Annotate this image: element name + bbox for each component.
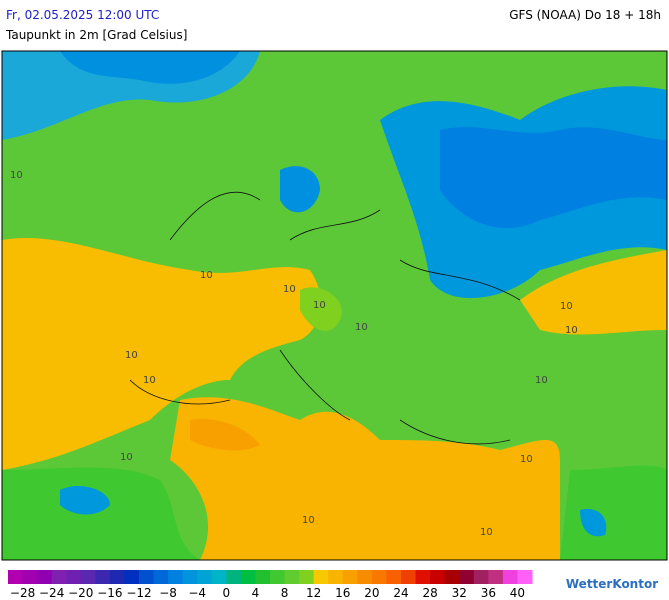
contour-label: 10 — [302, 515, 315, 526]
colorbar-swatch — [8, 570, 24, 584]
colorbar-swatch — [313, 570, 329, 584]
colorbar: −28 −24 −20 −16 −12 −8 −4 0 4 8 12 16 20 24 28 32 36 40 — [8, 570, 533, 600]
colorbar-swatch — [386, 570, 402, 584]
colorbar-swatch — [139, 570, 155, 584]
colorbar-swatch — [473, 570, 489, 584]
colorbar-tick-label: 36 — [481, 586, 496, 600]
colorbar-swatch — [211, 570, 227, 584]
colorbar-swatch — [430, 570, 446, 584]
contour-label: 10 — [355, 322, 368, 333]
colorbar-tick-label: 32 — [452, 586, 467, 600]
contour-label: 10 — [10, 170, 23, 181]
colorbar-tick-label: 12 — [306, 586, 321, 600]
colorbar-tick-label: 24 — [393, 586, 408, 600]
contour-label: 10 — [125, 350, 138, 361]
colorbar-tick-label: 16 — [335, 586, 350, 600]
colorbar-swatch — [51, 570, 67, 584]
contour-label: 10 — [200, 270, 213, 281]
colorbar-swatch — [270, 570, 286, 584]
colorbar-swatch — [444, 570, 460, 584]
colorbar-tick-label: 0 — [223, 586, 231, 600]
colorbar-tick-label: 8 — [281, 586, 289, 600]
colorbar-swatch — [197, 570, 213, 584]
colorbar-tick-label: −24 — [39, 586, 64, 600]
colorbar-swatch — [22, 570, 38, 584]
map: 10 10 10 10 10 10 10 10 10 10 10 10 10 1… — [1, 50, 668, 561]
logo: WetterKontor — [566, 577, 658, 591]
colorbar-swatch — [66, 570, 82, 584]
colorbar-swatch — [415, 570, 431, 584]
contour-label: 10 — [143, 375, 156, 386]
colorbar-swatch — [371, 570, 387, 584]
colorbar-swatch — [124, 570, 140, 584]
colorbar-swatch — [502, 570, 518, 584]
contour-label: 10 — [520, 454, 533, 465]
contour-label: 10 — [313, 300, 326, 311]
colorbar-swatch — [342, 570, 358, 584]
colorbar-tick-label: 20 — [364, 586, 379, 600]
colorbar-swatch — [168, 570, 184, 584]
colorbar-tick-label: −16 — [97, 586, 122, 600]
colorbar-swatch — [328, 570, 344, 584]
colorbar-swatch — [153, 570, 169, 584]
contour-label: 10 — [480, 527, 493, 538]
colorbar-tick-label: −12 — [126, 586, 151, 600]
colorbar-tick-label: −28 — [10, 586, 35, 600]
model-info: GFS (NOAA) Do 18 + 18h — [509, 8, 661, 22]
contour-label: 10 — [565, 325, 578, 336]
colorbar-swatch — [240, 570, 256, 584]
colorbar-tick-label: 28 — [422, 586, 437, 600]
map-frame — [1, 50, 668, 561]
contour-label: 10 — [535, 375, 548, 386]
colorbar-swatch — [357, 570, 373, 584]
colorbar-swatch — [95, 570, 111, 584]
colorbar-tick-label: −8 — [159, 586, 177, 600]
colorbar-swatch — [488, 570, 504, 584]
colorbar-swatch — [299, 570, 315, 584]
colorbar-swatch — [459, 570, 475, 584]
contour-label: 10 — [283, 284, 296, 295]
colorbar-swatch — [284, 570, 300, 584]
contour-label: 10 — [560, 301, 573, 312]
colorbar-swatch — [401, 570, 417, 584]
colorbar-tick-label: 40 — [510, 586, 525, 600]
colorbar-tick-label: 4 — [252, 586, 260, 600]
datetime: Fr, 02.05.2025 12:00 UTC — [6, 8, 159, 22]
map-title: Taupunkt in 2m [Grad Celsius] — [5, 28, 187, 42]
colorbar-swatch — [517, 570, 533, 584]
contour-label: 10 — [120, 452, 133, 463]
colorbar-swatch — [109, 570, 125, 584]
colorbar-swatch — [182, 570, 198, 584]
colorbar-swatch — [255, 570, 271, 584]
colorbar-tick-label: −4 — [188, 586, 206, 600]
colorbar-tick-label: −20 — [68, 586, 93, 600]
colorbar-swatch — [226, 570, 242, 584]
colorbar-swatch — [37, 570, 53, 584]
colorbar-swatch — [80, 570, 96, 584]
